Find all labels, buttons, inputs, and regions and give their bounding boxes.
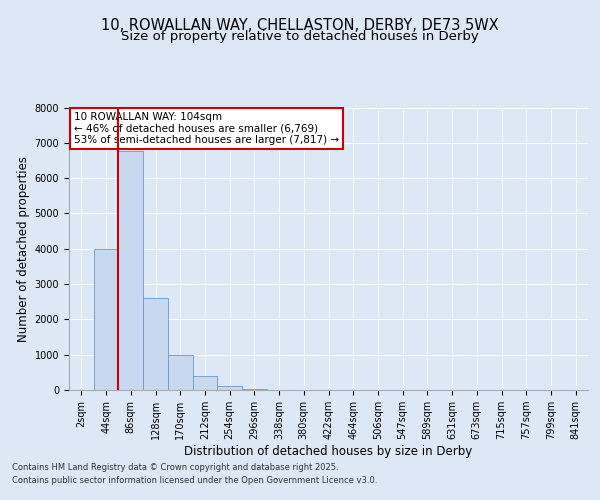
Bar: [193, 376, 217, 390]
Y-axis label: Number of detached properties: Number of detached properties: [17, 156, 31, 342]
Bar: [143, 298, 168, 390]
Text: Size of property relative to detached houses in Derby: Size of property relative to detached ho…: [121, 30, 479, 43]
Bar: [118, 151, 143, 390]
Text: Contains public sector information licensed under the Open Government Licence v3: Contains public sector information licen…: [12, 476, 377, 485]
Bar: [242, 389, 267, 390]
Bar: [168, 354, 193, 390]
Bar: [217, 386, 242, 390]
Text: 10, ROWALLAN WAY, CHELLASTON, DERBY, DE73 5WX: 10, ROWALLAN WAY, CHELLASTON, DERBY, DE7…: [101, 18, 499, 32]
Text: 10 ROWALLAN WAY: 104sqm
← 46% of detached houses are smaller (6,769)
53% of semi: 10 ROWALLAN WAY: 104sqm ← 46% of detache…: [74, 112, 340, 145]
Bar: [94, 248, 118, 390]
X-axis label: Distribution of detached houses by size in Derby: Distribution of detached houses by size …: [184, 445, 473, 458]
Text: Contains HM Land Registry data © Crown copyright and database right 2025.: Contains HM Land Registry data © Crown c…: [12, 464, 338, 472]
